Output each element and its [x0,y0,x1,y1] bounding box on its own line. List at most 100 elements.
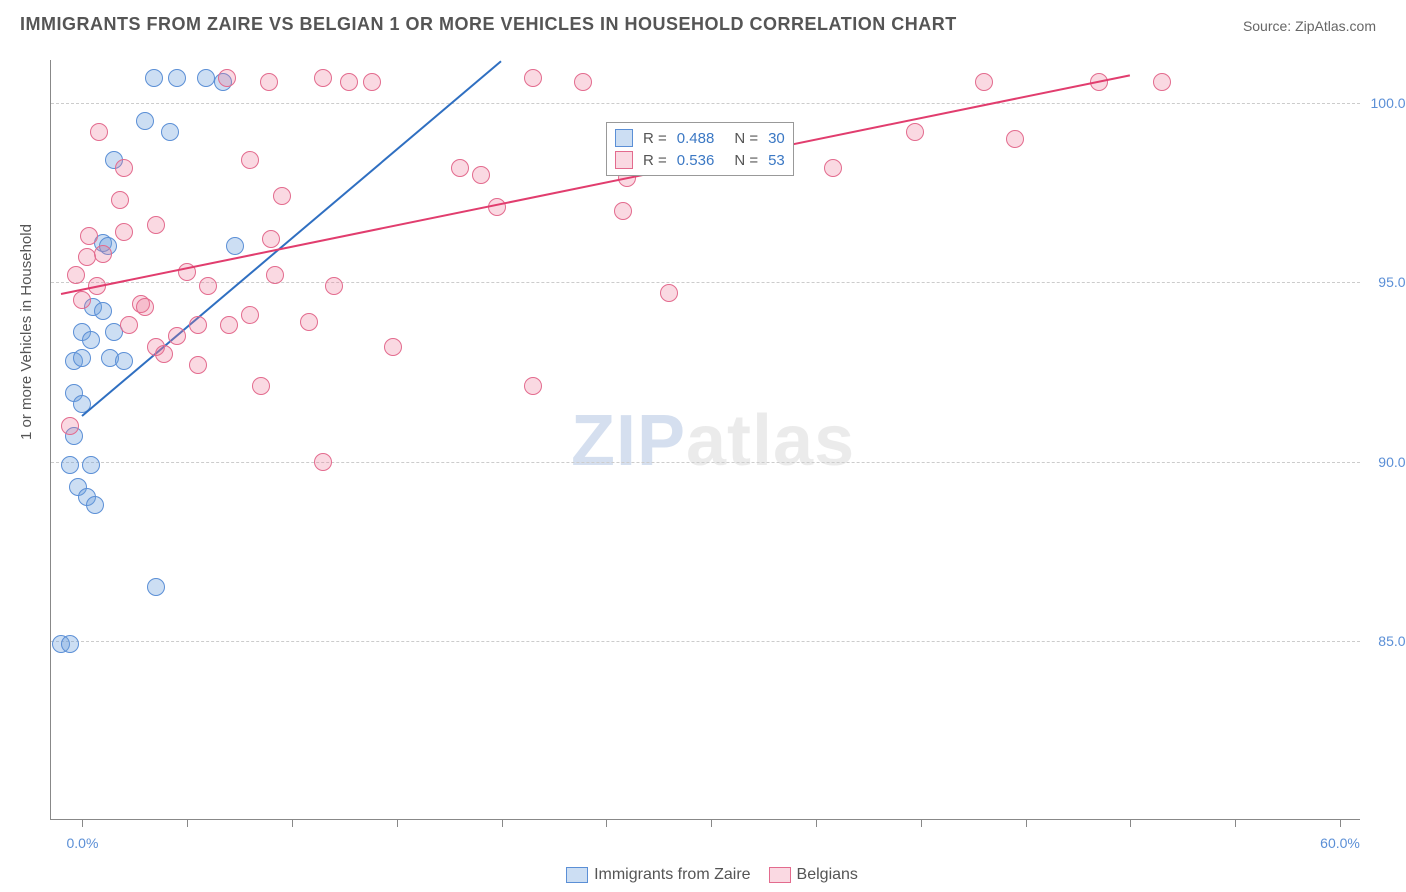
data-point [155,345,173,363]
data-point [61,456,79,474]
data-point [67,266,85,284]
data-point [115,159,133,177]
data-point [147,578,165,596]
x-tick [606,819,607,827]
data-point [82,331,100,349]
data-point [220,316,238,334]
x-tick [187,819,188,827]
data-point [115,352,133,370]
y-tick-label: 90.0% [1378,454,1406,470]
data-point [384,338,402,356]
x-tick [502,819,503,827]
n-label: N = [734,152,758,169]
watermark: ZIPatlas [571,400,855,482]
legend-stats-row: R = 0.488 N = 30 [615,127,785,149]
chart-title: IMMIGRANTS FROM ZAIRE VS BELGIAN 1 OR MO… [20,14,957,35]
data-point [147,216,165,234]
data-point [262,230,280,248]
data-point [94,302,112,320]
legend-swatch [769,867,791,883]
y-axis-label: 1 or more Vehicles in Household [18,224,35,440]
trend-line [61,74,1130,295]
x-tick [816,819,817,827]
x-tick [921,819,922,827]
data-point [314,69,332,87]
data-point [524,377,542,395]
data-point [451,159,469,177]
x-tick [711,819,712,827]
data-point [524,69,542,87]
data-point [90,123,108,141]
data-point [78,248,96,266]
data-point [61,635,79,653]
data-point [145,69,163,87]
r-value: 0.536 [677,152,715,169]
data-point [94,245,112,263]
data-point [614,202,632,220]
source: Source: ZipAtlas.com [1243,18,1376,34]
data-point [266,266,284,284]
data-point [80,227,98,245]
watermark-zip: ZIP [571,401,686,481]
data-point [363,73,381,91]
x-tick [1235,819,1236,827]
y-tick-label: 95.0% [1378,274,1406,290]
data-point [472,166,490,184]
x-tick [397,819,398,827]
data-point [1153,73,1171,91]
data-point [136,298,154,316]
data-point [111,191,129,209]
x-tick [1130,819,1131,827]
gridline [51,103,1360,104]
data-point [189,356,207,374]
data-point [340,73,358,91]
source-value: ZipAtlas.com [1295,18,1376,34]
x-tick-label: 0.0% [66,835,98,851]
data-point [574,73,592,91]
legend-swatch [566,867,588,883]
n-label: N = [734,130,758,147]
data-point [73,291,91,309]
data-point [197,69,215,87]
data-point [73,349,91,367]
data-point [136,112,154,130]
y-tick-label: 100.0% [1371,95,1406,111]
data-point [86,496,104,514]
data-point [273,187,291,205]
legend-stats-row: R =0.536N =53 [615,149,785,171]
n-value: 30 [768,130,785,147]
data-point [189,316,207,334]
data-point [61,417,79,435]
data-point [168,69,186,87]
legend-label: Belgians [797,866,858,883]
x-tick-label: 60.0% [1320,835,1360,851]
data-point [168,327,186,345]
gridline [51,462,1360,463]
data-point [260,73,278,91]
x-tick [292,819,293,827]
data-point [199,277,217,295]
scatter-plot: ZIPatlas 85.0%90.0%95.0%100.0%0.0%60.0%R… [50,60,1360,820]
r-label: R = [643,130,667,147]
data-point [314,453,332,471]
data-point [1006,130,1024,148]
r-value: 0.488 [677,130,715,147]
source-label: Source: [1243,18,1291,34]
legend-label: Immigrants from Zaire [594,866,750,883]
x-tick [82,819,83,827]
data-point [300,313,318,331]
data-point [120,316,138,334]
data-point [824,159,842,177]
gridline [51,282,1360,283]
data-point [906,123,924,141]
legend-swatch [615,129,633,147]
data-point [325,277,343,295]
data-point [115,223,133,241]
watermark-atlas: atlas [686,401,855,481]
data-point [161,123,179,141]
legend-bottom: Immigrants from Zaire Belgians [0,866,1406,884]
y-tick-label: 85.0% [1378,633,1406,649]
data-point [82,456,100,474]
data-point [660,284,678,302]
data-point [252,377,270,395]
